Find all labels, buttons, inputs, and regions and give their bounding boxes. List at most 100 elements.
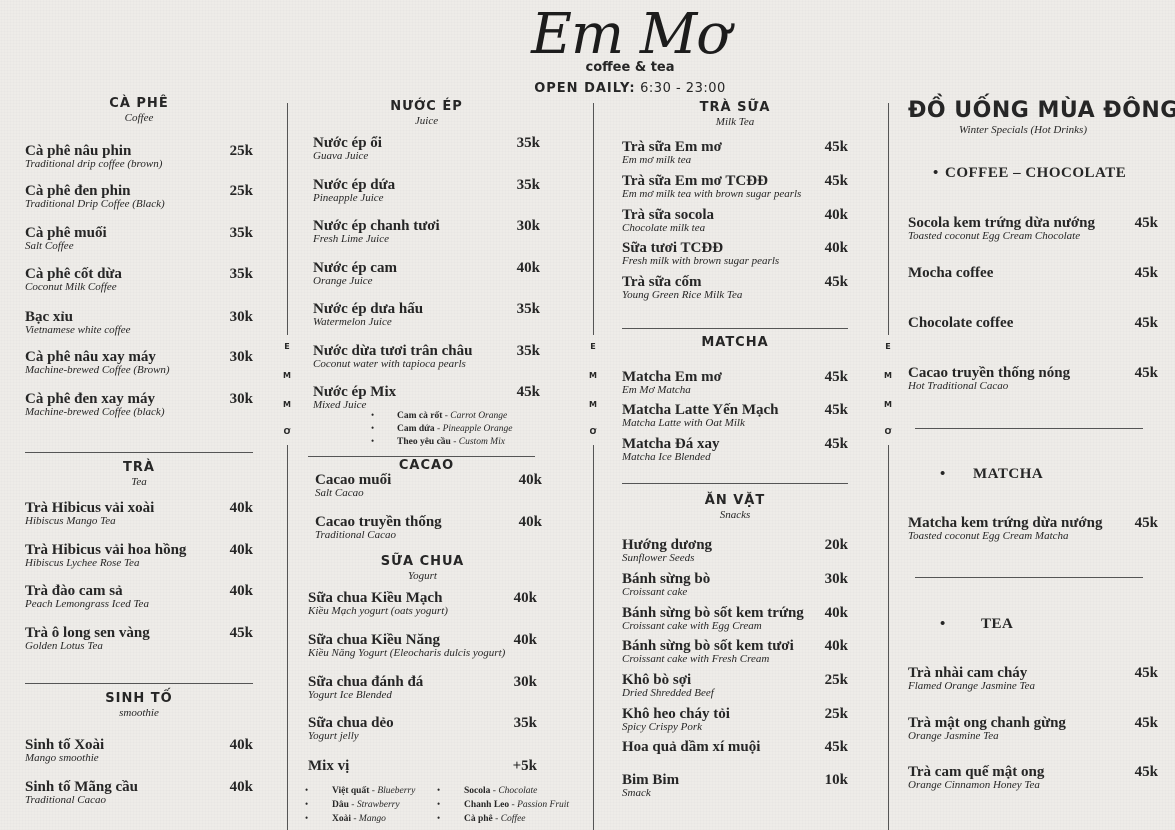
brand-logo: Em Mơ — [531, 2, 730, 67]
menu-item-description: Fresh milk with brown sugar pearls — [622, 255, 780, 267]
menu-item-description: Traditional Cacao — [25, 794, 106, 806]
menu-item-name: Matcha kem trứng dừa nướng — [908, 515, 1103, 531]
menu-item-price: 40k — [229, 737, 253, 753]
menu-item-price: 35k — [516, 177, 540, 193]
menu-item-name: Trà Hibicus vải hoa hồng — [25, 542, 187, 558]
menu-item-price: 45k — [824, 274, 848, 290]
bullet-icon: • — [940, 616, 946, 632]
menu-item-price: 20k — [824, 537, 848, 553]
bullet-icon: • — [305, 799, 309, 809]
divider — [622, 328, 848, 329]
opening-hours: OPEN DAILY: 6:30 - 23:00 — [470, 81, 790, 96]
extra-option: Dâu - Strawberry — [332, 799, 400, 811]
menu-item-price: 40k — [229, 583, 253, 599]
menu-item-description: Fresh Lime Juice — [313, 233, 389, 245]
side-letter: E — [590, 342, 596, 351]
side-letter: M — [884, 400, 892, 409]
menu-item-price: 35k — [516, 301, 540, 317]
extra-option: Socola - Chocolate — [464, 785, 537, 797]
divider — [915, 577, 1143, 578]
menu-item-description: Machine-brewed Coffee (Brown) — [25, 364, 170, 376]
section-subtitle: Snacks — [719, 509, 751, 521]
menu-item-description: Croissant cake with Fresh Cream — [622, 653, 770, 665]
extra-option: Việt quất - Blueberry — [332, 785, 415, 797]
menu-item-price: 40k — [229, 779, 253, 795]
bullet-icon: • — [371, 423, 375, 433]
menu-item-price: 30k — [229, 309, 253, 325]
menu-item-price: 40k — [824, 240, 848, 256]
menu-item-price: 45k — [1134, 215, 1158, 231]
menu-item-description: Yogurt jelly — [308, 730, 359, 742]
menu-item-name: Hoa quả dầm xí muội — [622, 739, 761, 755]
bullet-icon: • — [437, 799, 441, 809]
menu-item-name: Chocolate coffee — [908, 315, 1014, 331]
menu-item-description: Pineapple Juice — [313, 192, 384, 204]
menu-item-name: Trà nhài cam cháy — [908, 665, 1028, 681]
bullet-icon: • — [305, 785, 309, 795]
menu-item-price: 40k — [824, 638, 848, 654]
menu-item-description: Traditional Cacao — [315, 529, 396, 541]
menu-item-description: Em mơ milk tea — [622, 154, 692, 166]
menu-item-price: 40k — [518, 472, 542, 488]
menu-item-description: Yogurt Ice Blended — [308, 689, 392, 701]
section-title: TRÀ SỮA — [699, 100, 771, 115]
menu-item-price: 30k — [229, 391, 253, 407]
section-title: SINH TỐ — [105, 691, 173, 706]
menu-item-description: Young Green Rice Milk Tea — [622, 289, 743, 301]
separator: - — [369, 786, 378, 796]
option-en: Custom Mix — [458, 437, 505, 447]
menu-item-description: Orange Jasmine Tea — [908, 730, 999, 742]
side-letter: M — [283, 371, 291, 380]
menu-item-name: Bánh sừng bò — [622, 571, 711, 587]
separator: - — [509, 800, 518, 810]
menu-item-name: Sữa chua dẻo — [308, 715, 394, 731]
menu-item-price: 45k — [1134, 265, 1158, 281]
option-en: Pineapple Orange — [442, 424, 513, 434]
menu-item-name: Bánh sừng bò sốt kem trứng — [622, 605, 804, 621]
menu-item-price: 10k — [824, 772, 848, 788]
menu-item-description: Guava Juice — [313, 150, 369, 162]
menu-item-name: Sữa tươi TCĐĐ — [622, 240, 724, 256]
winter-title: ĐỒ UỐNG MÙA ĐÔNG — [908, 98, 1175, 123]
menu-item-description: Dried Shredded Beef — [622, 687, 714, 699]
menu-item-price: 45k — [1134, 515, 1158, 531]
menu-item-description: Golden Lotus Tea — [25, 640, 103, 652]
menu-item-price: 35k — [229, 266, 253, 282]
menu-item-price: 30k — [513, 674, 537, 690]
separator: - — [490, 786, 499, 796]
menu-item-name: Sữa chua đánh đá — [308, 674, 424, 690]
section-title: SỮA CHUA — [380, 554, 465, 569]
divider — [308, 456, 535, 457]
extra-option: Cà phê - Coffee — [464, 813, 526, 825]
menu-item-description: Hibiscus Lychee Rose Tea — [25, 557, 140, 569]
subsection-title: TEA — [981, 616, 1014, 632]
menu-item-price: 45k — [824, 369, 848, 385]
menu-item-description: Mixed Juice — [313, 399, 367, 411]
menu-item-price: 45k — [1134, 764, 1158, 780]
menu-item-price: 40k — [824, 605, 848, 621]
menu-item-name: Sữa chua Kiều Mạch — [308, 590, 443, 606]
menu-item-description: Hot Traditional Cacao — [908, 380, 1009, 392]
section-subtitle: Tea — [131, 476, 147, 488]
menu-item-price: 35k — [513, 715, 537, 731]
menu-item-name: Matcha Latte Yến Mạch — [622, 402, 779, 418]
vertical-divider — [593, 103, 594, 335]
menu-item-name: Trà đào cam sả — [25, 583, 123, 599]
menu-item-name: Cà phê cốt dừa — [25, 266, 122, 282]
menu-item-price: 40k — [518, 514, 542, 530]
separator: - — [450, 437, 459, 447]
menu-item-price: 45k — [229, 625, 253, 641]
option-vi: Việt quất — [332, 786, 370, 796]
section-title: TRÀ — [123, 460, 155, 475]
section-subtitle: smoothie — [119, 707, 159, 719]
menu-item-price: 45k — [1134, 715, 1158, 731]
menu-item-price: 30k — [824, 571, 848, 587]
bullet-icon: • — [371, 410, 375, 420]
separator: - — [442, 411, 451, 421]
menu-item-name: Nước ép ổi — [313, 135, 382, 151]
menu-item-name: Nước ép chanh tươi — [313, 218, 440, 234]
menu-item-name: Socola kem trứng dừa nướng — [908, 215, 1095, 231]
side-letter: M — [589, 371, 597, 380]
menu-item-price: 45k — [824, 173, 848, 189]
menu-item-name: Nước ép dứa — [313, 177, 396, 193]
